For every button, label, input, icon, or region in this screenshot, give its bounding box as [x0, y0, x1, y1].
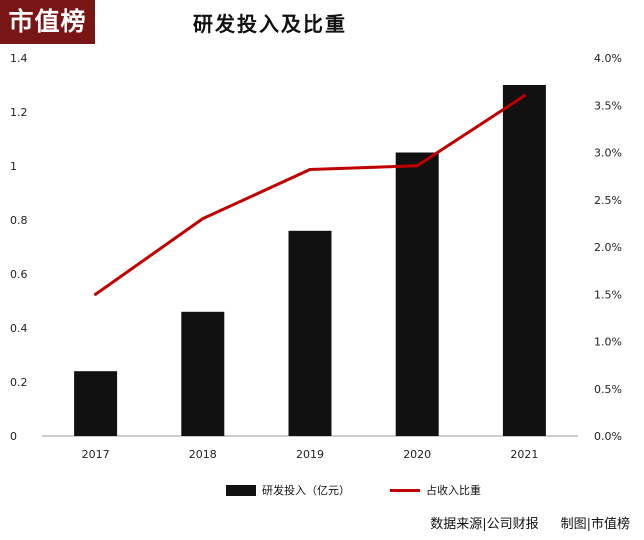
y-right-tick-label: 2.0% [594, 241, 622, 254]
source-note: 数据来源|公司财报 制图|市值榜 [430, 513, 630, 532]
y-left-tick-label: 0 [10, 430, 17, 443]
x-tick-label: 2018 [189, 448, 217, 461]
chart-canvas: 0 0.2 0.4 0.6 0.8 1 1.2 1.4 0.0% 0.5% 1.0% 1.5% 2.0%… [10, 52, 622, 461]
line-point [415, 164, 419, 168]
x-tick-label: 2017 [82, 448, 110, 461]
line-point [308, 168, 312, 172]
legend-bar-swatch [226, 484, 256, 496]
legend-label-bar: 研发投入（亿元） [262, 484, 350, 497]
legend-label-line: 占收入比重 [426, 484, 481, 497]
chart-legend: 研发投入（亿元） 占收入比重 [0, 482, 644, 498]
bar [502, 85, 546, 436]
x-tick-label: 2020 [403, 448, 431, 461]
x-tick-label: 2019 [296, 448, 324, 461]
y-left-tick-label: 0.2 [10, 376, 28, 389]
bar [181, 311, 225, 436]
bar [74, 371, 118, 436]
brand-logo: 市值榜 [0, 0, 95, 44]
y-right-tick-label: 3.0% [594, 147, 622, 160]
y-right-tick-label: 4.0% [594, 52, 622, 65]
line-point [94, 292, 98, 296]
legend-line-swatch [390, 488, 420, 492]
y-right-tick-label: 0.0% [594, 430, 622, 443]
x-tick-label: 2021 [510, 448, 538, 461]
y-left-tick-label: 1.2 [10, 106, 28, 119]
y-right-tick-label: 2.5% [594, 194, 622, 207]
legend-item-bar: 研发投入（亿元） [226, 482, 350, 498]
y-left-tick-label: 0.6 [10, 268, 28, 281]
line-point [522, 94, 526, 98]
y-right-tick-label: 1.5% [594, 288, 622, 301]
y-left-tick-label: 1.4 [10, 52, 28, 65]
chart-title: 研发投入及比重 [193, 12, 347, 36]
source-text: 数据来源|公司财报 [430, 517, 539, 532]
y-left-tick-label: 1 [10, 160, 17, 173]
bar [288, 230, 332, 436]
y-left-tick-label: 0.4 [10, 322, 28, 335]
bar [395, 152, 439, 436]
y-right-tick-label: 1.0% [594, 336, 622, 349]
credit-text: 制图|市值榜 [560, 517, 630, 532]
y-left-tick-label: 0.8 [10, 214, 28, 227]
legend-item-line: 占收入比重 [390, 482, 481, 498]
line-point [201, 217, 205, 221]
y-right-tick-label: 0.5% [594, 383, 622, 396]
y-right-tick-label: 3.5% [594, 99, 622, 112]
